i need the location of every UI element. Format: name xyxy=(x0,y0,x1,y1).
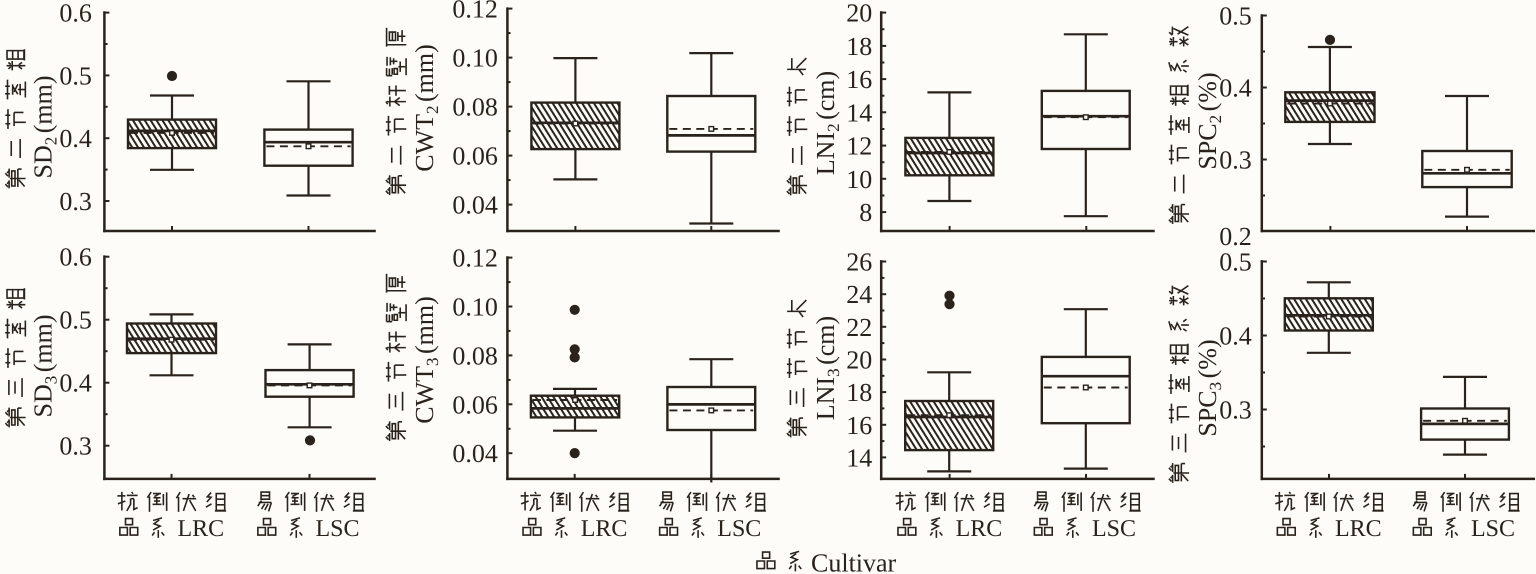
svg-text:20: 20 xyxy=(846,346,872,375)
svg-text:0.5: 0.5 xyxy=(59,61,92,90)
svg-text:20: 20 xyxy=(846,0,872,28)
svg-text:0.3: 0.3 xyxy=(59,432,92,461)
svg-text:0.12: 0.12 xyxy=(452,244,498,273)
svg-text:0.2: 0.2 xyxy=(1219,222,1252,251)
svg-text:LRC: LRC xyxy=(1335,516,1382,542)
svg-text:18: 18 xyxy=(846,32,872,61)
svg-text:14: 14 xyxy=(846,443,872,472)
svg-text:0.5: 0.5 xyxy=(1219,248,1252,277)
svg-text:Cultivar: Cultivar xyxy=(811,548,897,574)
svg-text:0.4: 0.4 xyxy=(1219,74,1252,103)
svg-text:0.3: 0.3 xyxy=(1219,396,1252,425)
svg-text:0.10: 0.10 xyxy=(452,44,498,73)
svg-text:10: 10 xyxy=(846,165,872,194)
svg-text:LSC: LSC xyxy=(316,516,360,542)
svg-text:0.4: 0.4 xyxy=(59,369,92,398)
svg-text:16: 16 xyxy=(846,65,872,94)
svg-text:0.10: 0.10 xyxy=(452,293,498,322)
svg-text:0.04: 0.04 xyxy=(452,439,498,468)
svg-text:LSC: LSC xyxy=(1092,516,1136,542)
svg-text:0.5: 0.5 xyxy=(1219,2,1252,31)
svg-text:LNI3​(cm): LNI3​(cm) xyxy=(811,316,843,420)
svg-text:SPC2​(%): SPC2​(%) xyxy=(1193,72,1225,169)
svg-text:0.06: 0.06 xyxy=(452,142,498,171)
svg-text:0.06: 0.06 xyxy=(452,390,498,419)
svg-text:0.6: 0.6 xyxy=(59,243,92,272)
svg-text:LSC: LSC xyxy=(1471,516,1515,542)
svg-text:CWT2​(mm): CWT2​(mm) xyxy=(410,44,442,172)
svg-text:0.3: 0.3 xyxy=(59,187,92,216)
svg-text:SD2​(mm): SD2​(mm) xyxy=(29,75,61,178)
svg-text:24: 24 xyxy=(846,280,872,309)
svg-text:LNI2​(cm): LNI2​(cm) xyxy=(811,71,843,175)
svg-text:26: 26 xyxy=(846,248,872,277)
svg-text:LRC: LRC xyxy=(956,516,1003,542)
svg-text:0.5: 0.5 xyxy=(59,306,92,335)
svg-text:12: 12 xyxy=(846,132,872,161)
svg-text:16: 16 xyxy=(846,411,872,440)
svg-text:SD3​(mm): SD3​(mm) xyxy=(29,314,61,417)
svg-text:0.3: 0.3 xyxy=(1219,146,1252,175)
svg-text:8: 8 xyxy=(859,198,872,227)
svg-text:0.08: 0.08 xyxy=(452,341,498,370)
svg-text:0.6: 0.6 xyxy=(59,0,92,28)
svg-text:0.4: 0.4 xyxy=(1219,322,1252,351)
svg-text:LRC: LRC xyxy=(581,516,628,542)
svg-text:0.04: 0.04 xyxy=(452,191,498,220)
svg-text:LRC: LRC xyxy=(178,516,225,542)
svg-text:CWT3​(mm): CWT3​(mm) xyxy=(410,296,442,424)
svg-text:22: 22 xyxy=(846,313,872,342)
svg-text:18: 18 xyxy=(846,378,872,407)
svg-text:LSC: LSC xyxy=(717,516,761,542)
svg-text:0.08: 0.08 xyxy=(452,93,498,122)
svg-text:0.4: 0.4 xyxy=(59,124,92,153)
svg-text:SPC3​(%): SPC3​(%) xyxy=(1193,339,1225,436)
svg-text:14: 14 xyxy=(846,98,872,127)
svg-text:0.12: 0.12 xyxy=(452,0,498,24)
